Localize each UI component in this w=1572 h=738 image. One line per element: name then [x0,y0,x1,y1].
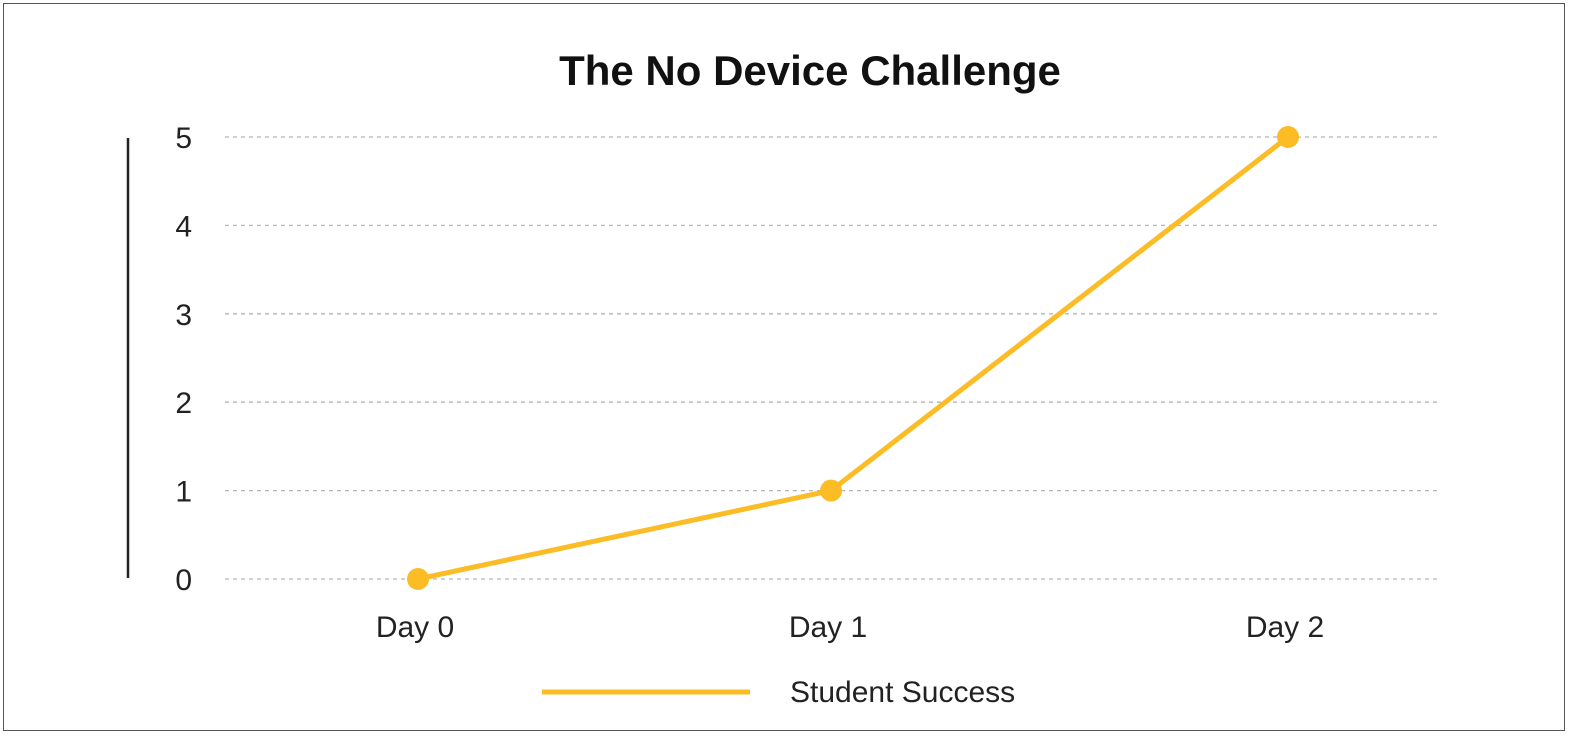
legend-label-student-success: Student Success [790,676,1015,709]
x-tick-label-2: Day 2 [1246,611,1324,644]
y-tick-label-1: 1 [175,476,192,509]
gridlines [225,136,1440,580]
series-line-0 [415,134,1291,582]
y-tick-label-0: 0 [175,564,192,597]
y-tick-label-5: 5 [175,122,192,155]
legend: Student Success [542,676,1015,709]
y-tick-label-2: 2 [175,387,192,420]
data-point-day-1 [820,479,842,502]
x-tick-label-1: Day 1 [789,611,867,644]
data-point-day-0 [407,568,429,590]
y-tick-labels: 0 1 2 3 4 5 [175,122,192,597]
y-tick-label-4: 4 [175,210,192,243]
chart-frame [3,3,1565,731]
series-layer [407,126,1299,590]
x-tick-labels: Day 0 Day 1 Day 2 [376,611,1324,644]
y-tick-label-3: 3 [175,299,192,332]
data-point-day-2 [1277,126,1299,148]
x-tick-label-0: Day 0 [376,611,454,644]
chart-title: The No Device Challenge [559,47,1061,94]
